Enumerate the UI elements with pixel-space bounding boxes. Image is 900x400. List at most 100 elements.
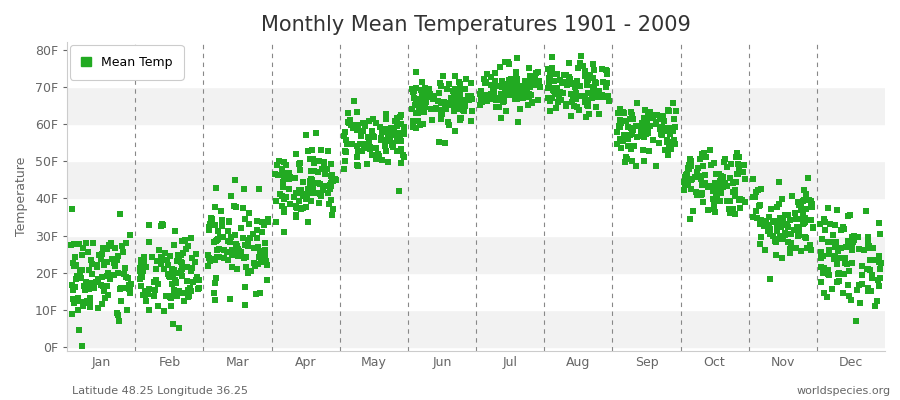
Text: worldspecies.org: worldspecies.org <box>796 386 891 396</box>
Point <box>799 235 814 241</box>
Point <box>148 277 163 284</box>
Point <box>184 268 198 274</box>
Point <box>698 172 712 178</box>
Point <box>88 278 103 285</box>
Point <box>527 78 542 84</box>
Point <box>851 234 866 240</box>
Point <box>789 244 804 251</box>
Point <box>147 278 161 285</box>
Point <box>758 218 772 224</box>
Point <box>116 271 130 277</box>
Point <box>770 204 784 211</box>
Point <box>155 220 169 227</box>
Point <box>394 137 409 144</box>
Point <box>275 184 290 190</box>
Point <box>557 78 572 85</box>
Point <box>337 166 351 172</box>
Point <box>839 244 853 250</box>
Point <box>818 219 832 225</box>
Point <box>101 292 115 298</box>
Point <box>111 270 125 276</box>
Point <box>649 120 663 127</box>
Point <box>418 85 432 92</box>
Point <box>293 166 308 173</box>
Point <box>77 287 92 293</box>
Point <box>148 287 163 293</box>
Point <box>531 97 545 103</box>
Point <box>137 258 151 264</box>
Point <box>238 242 252 248</box>
Point <box>381 132 395 138</box>
Point <box>517 88 531 94</box>
Point <box>634 132 648 138</box>
Point <box>326 178 340 184</box>
Point <box>798 219 813 225</box>
Point <box>708 190 723 196</box>
Point <box>366 134 381 140</box>
Point <box>653 126 668 132</box>
Point <box>292 160 307 166</box>
Point <box>93 251 107 258</box>
Point <box>496 93 510 99</box>
Point <box>369 120 383 126</box>
Point <box>691 191 706 197</box>
Point <box>424 106 438 112</box>
Point <box>587 85 601 92</box>
Point <box>423 91 437 97</box>
Point <box>515 93 529 99</box>
Point <box>871 277 886 283</box>
Point <box>850 286 864 293</box>
Point <box>736 169 751 176</box>
Point <box>151 281 166 288</box>
Point <box>108 262 122 269</box>
Point <box>166 320 180 327</box>
Point <box>397 130 411 137</box>
Point <box>516 89 530 95</box>
Point <box>351 162 365 169</box>
Point <box>238 254 253 260</box>
Point <box>832 278 846 285</box>
Point <box>72 327 86 333</box>
Point <box>438 102 453 108</box>
Point <box>70 306 85 313</box>
Point <box>462 96 476 103</box>
Point <box>75 252 89 258</box>
Point <box>215 217 230 223</box>
Point <box>356 148 370 154</box>
Point <box>454 91 468 98</box>
Y-axis label: Temperature: Temperature <box>15 157 28 236</box>
Point <box>408 102 422 108</box>
Point <box>282 176 296 182</box>
Point <box>770 236 784 242</box>
Point <box>576 62 590 69</box>
Point <box>636 115 651 122</box>
Point <box>313 147 328 153</box>
Point <box>599 68 614 74</box>
Point <box>236 205 250 212</box>
Point <box>292 190 306 197</box>
Point <box>860 285 875 292</box>
Point <box>155 254 169 261</box>
Point <box>302 190 316 196</box>
Point <box>228 250 242 256</box>
Point <box>573 63 588 69</box>
Point <box>383 138 398 144</box>
Point <box>256 256 270 263</box>
Point <box>269 218 284 225</box>
Point <box>634 132 649 139</box>
Point <box>485 82 500 88</box>
Point <box>695 180 709 187</box>
Point <box>397 154 411 160</box>
Point <box>591 90 606 96</box>
Point <box>701 183 716 190</box>
Point <box>284 173 298 180</box>
Point <box>211 236 225 242</box>
Point <box>166 242 181 248</box>
Point <box>452 87 466 94</box>
Point <box>636 134 651 140</box>
Point <box>715 184 729 190</box>
Point <box>176 250 191 256</box>
Point <box>806 204 820 210</box>
Point <box>662 131 677 137</box>
Point <box>533 84 547 90</box>
